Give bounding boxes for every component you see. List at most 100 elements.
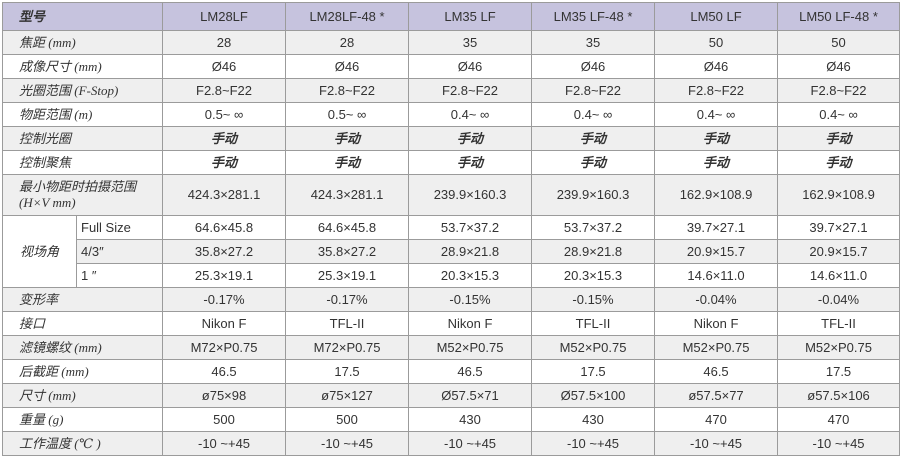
cell-value: 430 [408, 407, 533, 432]
cell-value: -10 ~+45 [162, 431, 287, 456]
row-label: 物距范围 (m) [1, 102, 164, 127]
table-row-iris-control: 控制光圈 手动 手动 手动 手动 手动 手动 [1, 126, 900, 151]
corner-header: 型号 [1, 2, 164, 31]
cell-value: 手动 [531, 150, 656, 175]
cell-value: 手动 [654, 126, 779, 151]
cell-value: 50 [777, 30, 900, 55]
row-sublabel: Full Size [75, 215, 164, 240]
cell-value: Ø46 [162, 54, 287, 79]
cell-value: 46.5 [654, 359, 779, 384]
cell-value: M52×P0.75 [531, 335, 656, 360]
cell-value: 430 [531, 407, 656, 432]
cell-value: -0.04% [654, 287, 779, 312]
row-label: 接口 [1, 311, 164, 336]
cell-value: ø75×127 [285, 383, 410, 408]
cell-value: TFL-II [777, 311, 900, 336]
table-row-fov-1inch: 1 ″ 25.3×19.1 25.3×19.1 20.3×15.3 20.3×1… [3, 263, 900, 288]
column-header-lm28lf-48: LM28LF-48 * [285, 2, 410, 31]
cell-value: TFL-II [531, 311, 656, 336]
cell-value: 25.3×19.1 [285, 263, 410, 288]
cell-value: 500 [162, 407, 287, 432]
cell-value: 手动 [408, 150, 533, 175]
table-row-focus-control: 控制聚焦 手动 手动 手动 手动 手动 手动 [1, 150, 900, 175]
cell-value: M52×P0.75 [654, 335, 779, 360]
cell-value: 470 [654, 407, 779, 432]
column-header-lm28lf: LM28LF [162, 2, 287, 31]
cell-value: -10 ~+45 [285, 431, 410, 456]
cell-value: 239.9×160.3 [408, 174, 533, 216]
cell-value: 手动 [531, 126, 656, 151]
table-row-fov-fullsize: 视场角 Full Size 64.6×45.8 64.6×45.8 53.7×3… [2, 215, 900, 288]
cell-value: 0.4~ ∞ [531, 102, 656, 127]
fov-group-label: 视场角 [2, 215, 77, 288]
cell-value: -0.17% [162, 287, 287, 312]
cell-value: 162.9×108.9 [654, 174, 779, 216]
row-label: 滤镜螺纹 (mm) [1, 335, 164, 360]
table-row-weight: 重量 (g) 500 500 430 430 470 470 [1, 407, 900, 432]
table-row-dimensions: 尺寸 (mm) ø75×98 ø75×127 Ø57.5×71 Ø57.5×10… [1, 383, 900, 408]
cell-value: -0.17% [285, 287, 410, 312]
cell-value: 手动 [777, 150, 900, 175]
row-label: 尺寸 (mm) [1, 383, 164, 408]
cell-value: 35 [408, 30, 533, 55]
cell-value: ø57.5×77 [654, 383, 779, 408]
cell-value: Ø46 [777, 54, 900, 79]
cell-value: Ø46 [285, 54, 410, 79]
row-label: 后截距 (mm) [1, 359, 164, 384]
cell-value: 0.5~ ∞ [285, 102, 410, 127]
table-row-fstop-range: 光圈范围 (F-Stop) F2.8~F22 F2.8~F22 F2.8~F22… [1, 78, 900, 103]
cell-value: M52×P0.75 [777, 335, 900, 360]
cell-value: 14.6×11.0 [654, 263, 779, 288]
row-sublabel: 4/3″ [75, 239, 164, 264]
cell-value: 手动 [777, 126, 900, 151]
table-row-min-shooting-range: 最小物距时拍摄范围 (H×V mm) 424.3×281.1 424.3×281… [1, 174, 900, 216]
cell-value: 35.8×27.2 [162, 239, 287, 264]
cell-value: F2.8~F22 [162, 78, 287, 103]
cell-value: 53.7×37.2 [408, 215, 533, 240]
cell-value: 0.4~ ∞ [654, 102, 779, 127]
cell-value: F2.8~F22 [654, 78, 779, 103]
cell-value: M52×P0.75 [408, 335, 533, 360]
table-row-operating-temp: 工作温度 (℃ ) -10 ~+45 -10 ~+45 -10 ~+45 -10… [1, 431, 900, 456]
cell-value: -0.15% [531, 287, 656, 312]
cell-value: Ø57.5×71 [408, 383, 533, 408]
cell-value: 46.5 [408, 359, 533, 384]
cell-value: F2.8~F22 [408, 78, 533, 103]
cell-value: -10 ~+45 [777, 431, 900, 456]
cell-value: 39.7×27.1 [777, 215, 900, 240]
cell-value: 手动 [408, 126, 533, 151]
cell-value: Ø57.5×100 [531, 383, 656, 408]
row-label: 光圈范围 (F-Stop) [1, 78, 164, 103]
row-label: 控制聚焦 [1, 150, 164, 175]
cell-value: 424.3×281.1 [285, 174, 410, 216]
cell-value: F2.8~F22 [777, 78, 900, 103]
cell-value: Ø46 [531, 54, 656, 79]
cell-value: 20.3×15.3 [531, 263, 656, 288]
cell-value: TFL-II [285, 311, 410, 336]
cell-value: 28.9×21.8 [531, 239, 656, 264]
cell-value: 14.6×11.0 [777, 263, 900, 288]
header-row: 型号 LM28LF LM28LF-48 * LM35 LF LM35 LF-48… [1, 2, 900, 31]
cell-value: 28 [285, 30, 410, 55]
row-label: 工作温度 (℃ ) [1, 431, 164, 456]
cell-value: M72×P0.75 [285, 335, 410, 360]
cell-value: 35 [531, 30, 656, 55]
cell-value: 手动 [162, 150, 287, 175]
cell-value: -0.04% [777, 287, 900, 312]
cell-value: 手动 [285, 150, 410, 175]
cell-value: 424.3×281.1 [162, 174, 287, 216]
cell-value: 53.7×37.2 [531, 215, 656, 240]
cell-value: F2.8~F22 [531, 78, 656, 103]
column-header-lm50lf-48: LM50 LF-48 * [777, 2, 900, 31]
cell-value: 46.5 [162, 359, 287, 384]
cell-value: 28.9×21.8 [408, 239, 533, 264]
cell-value: 手动 [162, 126, 287, 151]
table-row-distortion: 变形率 -0.17% -0.17% -0.15% -0.15% -0.04% -… [1, 287, 900, 312]
cell-value: Nikon F [162, 311, 287, 336]
cell-value: -10 ~+45 [531, 431, 656, 456]
cell-value: ø75×98 [162, 383, 287, 408]
cell-value: 20.9×15.7 [777, 239, 900, 264]
row-label: 最小物距时拍摄范围 (H×V mm) [1, 174, 164, 216]
cell-value: 39.7×27.1 [654, 215, 779, 240]
